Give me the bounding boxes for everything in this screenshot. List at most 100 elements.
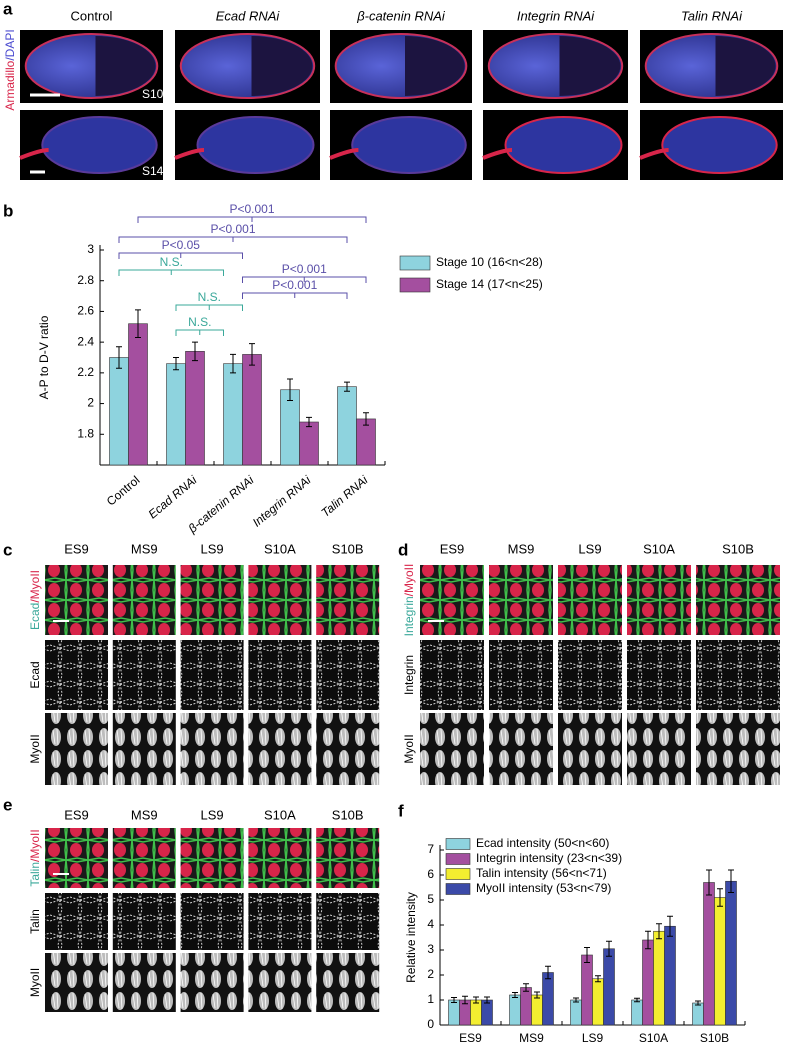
stalk — [482, 148, 513, 160]
legend-label: MyoII intensity (53<n<79) — [476, 881, 611, 895]
egg-chamber — [196, 116, 315, 174]
micrograph — [420, 565, 484, 635]
micrograph — [558, 565, 622, 635]
bar — [542, 972, 554, 1026]
stage-label: S10 — [142, 87, 164, 101]
label-part: Armadillo — [3, 60, 17, 110]
column-heading: S10A — [643, 541, 675, 556]
label-part: /DAPI — [3, 29, 17, 60]
micrograph — [316, 640, 380, 710]
column-heading: LS9 — [201, 541, 224, 556]
micrograph — [627, 565, 691, 635]
column-heading: LS9 — [578, 541, 601, 556]
column-heading: β-catenin RNAi — [356, 8, 446, 23]
side-label: MyoII — [28, 968, 42, 997]
significance-bracket — [137, 216, 367, 223]
micrograph — [45, 828, 108, 888]
y-axis-label: A-P to D-V ratio — [37, 315, 51, 399]
micrograph — [248, 640, 312, 710]
error-bar — [230, 353, 236, 374]
legend-swatch — [445, 868, 471, 880]
error-bar — [484, 996, 490, 1004]
y-tick-label: 1.8 — [77, 426, 94, 440]
side-label: Talin/MyoII — [28, 829, 42, 886]
legend-swatch — [399, 277, 431, 293]
significance-label: P<0.001 — [229, 202, 274, 216]
micrograph — [696, 565, 780, 635]
bar — [692, 1002, 704, 1026]
side-label: MyoII — [402, 734, 416, 763]
significance-bracket — [242, 276, 367, 283]
label-part: Talin — [28, 862, 42, 887]
column-heading: S10B — [722, 541, 754, 556]
bar — [703, 882, 715, 1026]
panel-label: f — [398, 801, 404, 820]
egg-chamber — [504, 116, 623, 174]
error-bar — [451, 997, 457, 1003]
legend-swatch — [445, 883, 471, 895]
bar — [109, 357, 129, 466]
micrograph — [248, 565, 312, 635]
column-heading: LS9 — [201, 807, 224, 822]
micrograph — [112, 640, 176, 710]
column-heading: S10A — [264, 807, 296, 822]
micrograph — [489, 565, 553, 635]
error-bar — [634, 997, 640, 1003]
oocyte — [715, 36, 776, 97]
error-bar — [545, 965, 551, 980]
significance-label: N.S. — [198, 290, 221, 304]
bar — [631, 999, 643, 1026]
bar — [223, 363, 243, 466]
micrograph — [316, 713, 380, 785]
error-bar — [192, 341, 198, 362]
significance-bracket — [118, 252, 243, 259]
error-bar — [173, 357, 179, 371]
micrograph — [45, 953, 108, 1012]
column-heading: Ecad RNAi — [216, 8, 281, 23]
micrograph — [489, 713, 553, 785]
micrograph — [112, 953, 176, 1012]
significance-bracket — [175, 329, 224, 336]
bar — [531, 994, 543, 1026]
significance-bracket — [242, 292, 348, 299]
oocyte — [251, 36, 313, 97]
bar — [520, 987, 532, 1026]
y-tick-label: 0 — [427, 1017, 434, 1031]
significance-label: P<0.05 — [162, 238, 201, 252]
bar — [299, 421, 319, 466]
column-heading: ES9 — [64, 541, 89, 556]
micrograph — [248, 953, 312, 1012]
error-bar — [595, 975, 601, 983]
micrograph — [112, 893, 176, 950]
panel-label: e — [3, 795, 12, 814]
micrograph — [248, 893, 312, 950]
micrograph — [420, 713, 484, 785]
micrograph — [45, 640, 108, 710]
error-bar — [645, 930, 651, 950]
significance-label: P<0.001 — [272, 278, 317, 292]
x-tick-label: Ecad RNAi — [146, 473, 200, 522]
micrograph — [627, 640, 691, 710]
y-tick-label: 2.4 — [77, 334, 94, 348]
label-part: /MyoII — [402, 564, 416, 597]
legend-swatch — [399, 255, 431, 271]
legend-label: Stage 10 (16<n<28) — [436, 255, 543, 269]
bar — [714, 897, 726, 1026]
error-bar — [462, 995, 468, 1005]
error-bar — [728, 869, 734, 893]
bar — [664, 925, 676, 1026]
error-bar — [523, 983, 529, 992]
label-part: /MyoII — [28, 829, 42, 862]
micrograph — [248, 713, 312, 785]
bar — [509, 994, 521, 1026]
column-heading: Integrin RNAi — [517, 8, 595, 23]
bar — [603, 948, 615, 1026]
bar — [242, 354, 262, 466]
legend-swatch — [445, 838, 471, 850]
error-bar — [667, 915, 673, 937]
column-heading: S10B — [332, 541, 364, 556]
micrograph — [180, 953, 244, 1012]
side-label: Ecad — [28, 661, 42, 688]
micrograph — [696, 713, 780, 785]
micrograph — [112, 828, 176, 888]
